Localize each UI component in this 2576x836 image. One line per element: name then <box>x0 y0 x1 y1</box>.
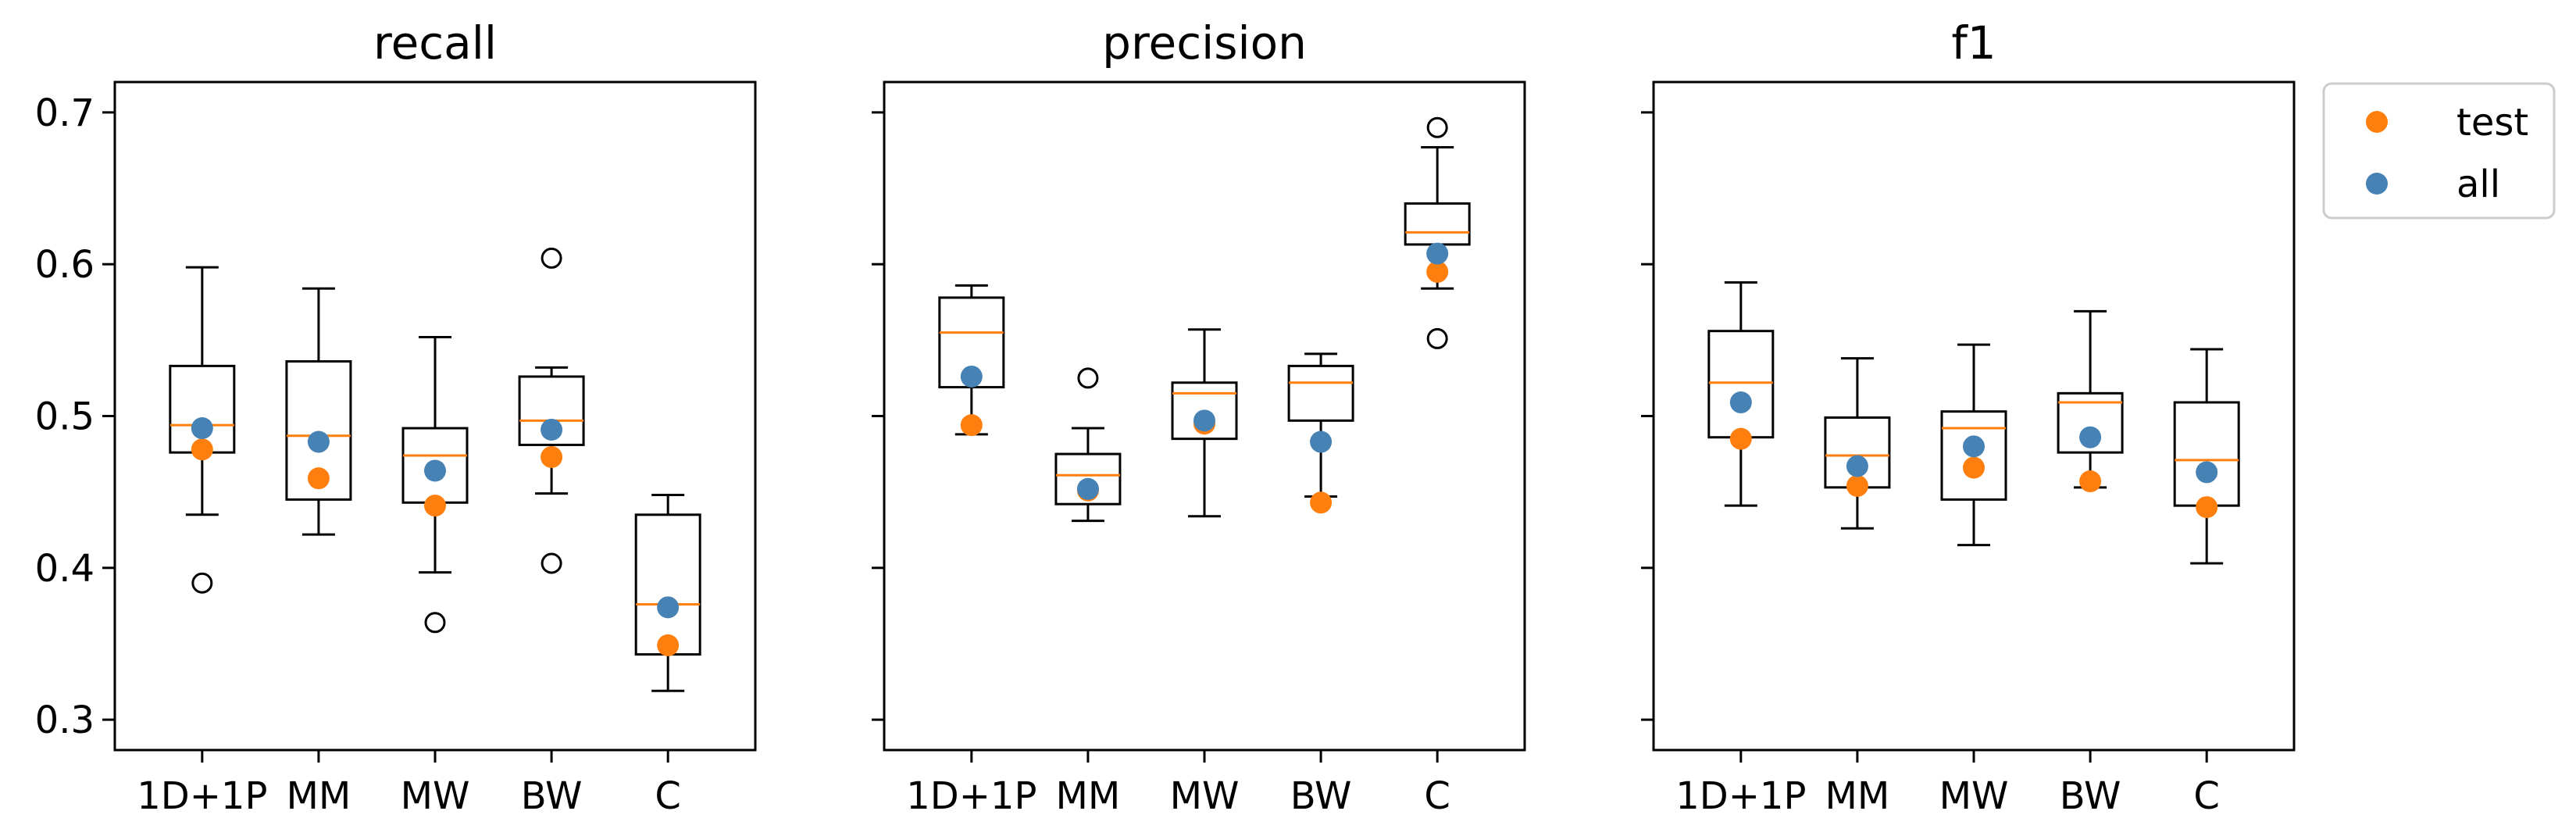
box-iqr <box>634 513 701 656</box>
plot-frame <box>883 80 1526 752</box>
point-test <box>1963 456 1985 479</box>
box-1D+1P <box>938 284 1005 436</box>
x-tick-label: MM <box>1055 774 1120 818</box>
point-all <box>541 418 563 441</box>
x-tick-label: MW <box>401 774 470 818</box>
point-all <box>960 365 983 388</box>
outlier-point <box>1077 367 1099 389</box>
legend-label-all: all <box>2456 163 2500 206</box>
box-iqr <box>1404 202 1471 246</box>
box-iqr <box>2057 391 2124 454</box>
point-test <box>541 445 563 468</box>
legend-marker-test <box>2366 111 2388 133</box>
x-tick-label: MW <box>1939 774 2009 818</box>
box-BW <box>2057 309 2124 489</box>
x-tick-label: C <box>2193 774 2220 818</box>
point-test <box>1426 260 1449 283</box>
y-tick-label: 0.5 <box>35 395 95 439</box>
y-tick-label: 0.4 <box>35 547 95 591</box>
point-all <box>307 431 330 453</box>
x-tick-label: MM <box>1825 774 1889 818</box>
x-tick-label: BW <box>1290 774 1352 818</box>
legend: test all <box>2322 82 2556 220</box>
point-test <box>2079 470 2102 493</box>
point-test <box>1846 474 1868 497</box>
panel-precision: precision 1D+1P MM MW BW C <box>872 16 1526 818</box>
point-all <box>1193 409 1215 432</box>
panel-title: recall <box>373 16 497 70</box>
legend-marker-all <box>2366 173 2388 195</box>
box-C <box>1404 116 1471 349</box>
box-iqr <box>2173 401 2240 507</box>
point-test <box>1310 491 1333 514</box>
box-BW <box>1287 352 1354 498</box>
legend-label-test: test <box>2456 101 2528 145</box>
point-test <box>2196 496 2218 519</box>
box-iqr <box>1054 452 1122 506</box>
outlier-point <box>541 247 562 269</box>
outlier-point <box>191 572 213 594</box>
point-test <box>1729 427 1752 450</box>
point-all <box>1426 242 1449 265</box>
point-all <box>1846 455 1868 477</box>
outlier-point <box>424 612 446 634</box>
point-all <box>1729 391 1752 414</box>
box-C <box>634 494 701 692</box>
x-tick-label: 1D+1P <box>906 774 1036 818</box>
x-tick-label: MW <box>1170 774 1240 818</box>
x-tick-label: 1D+1P <box>1675 774 1806 818</box>
box-1D+1P <box>169 266 236 594</box>
box-MW <box>1940 343 2007 547</box>
box-iqr <box>1940 410 2007 501</box>
panel-title: f1 <box>1951 16 1996 70</box>
y-tick-label: 0.7 <box>35 91 95 135</box>
box-MM <box>1054 367 1122 523</box>
plot-frame <box>113 80 757 752</box>
box-iqr <box>1707 330 1775 439</box>
box-iqr <box>518 375 585 446</box>
outlier-point <box>1426 327 1448 349</box>
point-test <box>657 634 680 656</box>
y-tick-label: 0.3 <box>35 698 95 742</box>
point-all <box>2196 461 2218 484</box>
point-all <box>1310 431 1333 453</box>
point-test <box>960 414 983 437</box>
panels: recall 0.3 0.4 0.5 0.6 0.7 1D+1P MM MW BW Cprecisi… <box>35 16 2296 818</box>
box-iqr <box>285 360 352 501</box>
point-test <box>191 438 213 461</box>
x-tick-label: MM <box>286 774 351 818</box>
panel-f1: f1 1D+1P MM MW BW C <box>1641 16 2296 818</box>
point-test <box>307 467 330 490</box>
y-tick-label: 0.6 <box>35 243 95 287</box>
x-tick-label: 1D+1P <box>137 774 267 818</box>
panel-recall: recall 0.3 0.4 0.5 0.6 0.7 1D+1P MM MW BW C <box>35 16 757 818</box>
box-MW <box>1171 328 1238 518</box>
point-all <box>191 417 213 440</box>
x-tick-label: BW <box>2060 774 2121 818</box>
box-C <box>2173 348 2240 565</box>
x-tick-label: BW <box>521 774 583 818</box>
box-iqr <box>1287 364 1354 422</box>
point-test <box>424 495 446 517</box>
box-MM <box>1824 357 1891 530</box>
plot-frame <box>1652 80 2296 752</box>
box-MM <box>285 287 352 536</box>
box-iqr <box>1171 381 1238 441</box>
x-tick-label: C <box>655 774 681 818</box>
point-all <box>1963 435 1985 458</box>
point-all <box>1076 477 1099 500</box>
x-tick-label: C <box>1424 774 1450 818</box>
point-all <box>424 459 446 482</box>
box-BW <box>518 247 585 574</box>
point-all <box>2079 426 2102 448</box>
outlier-point <box>1426 116 1448 138</box>
outlier-point <box>541 552 562 574</box>
point-all <box>657 596 680 619</box>
panel-title: precision <box>1102 16 1307 70</box>
box-MW <box>401 335 469 634</box>
